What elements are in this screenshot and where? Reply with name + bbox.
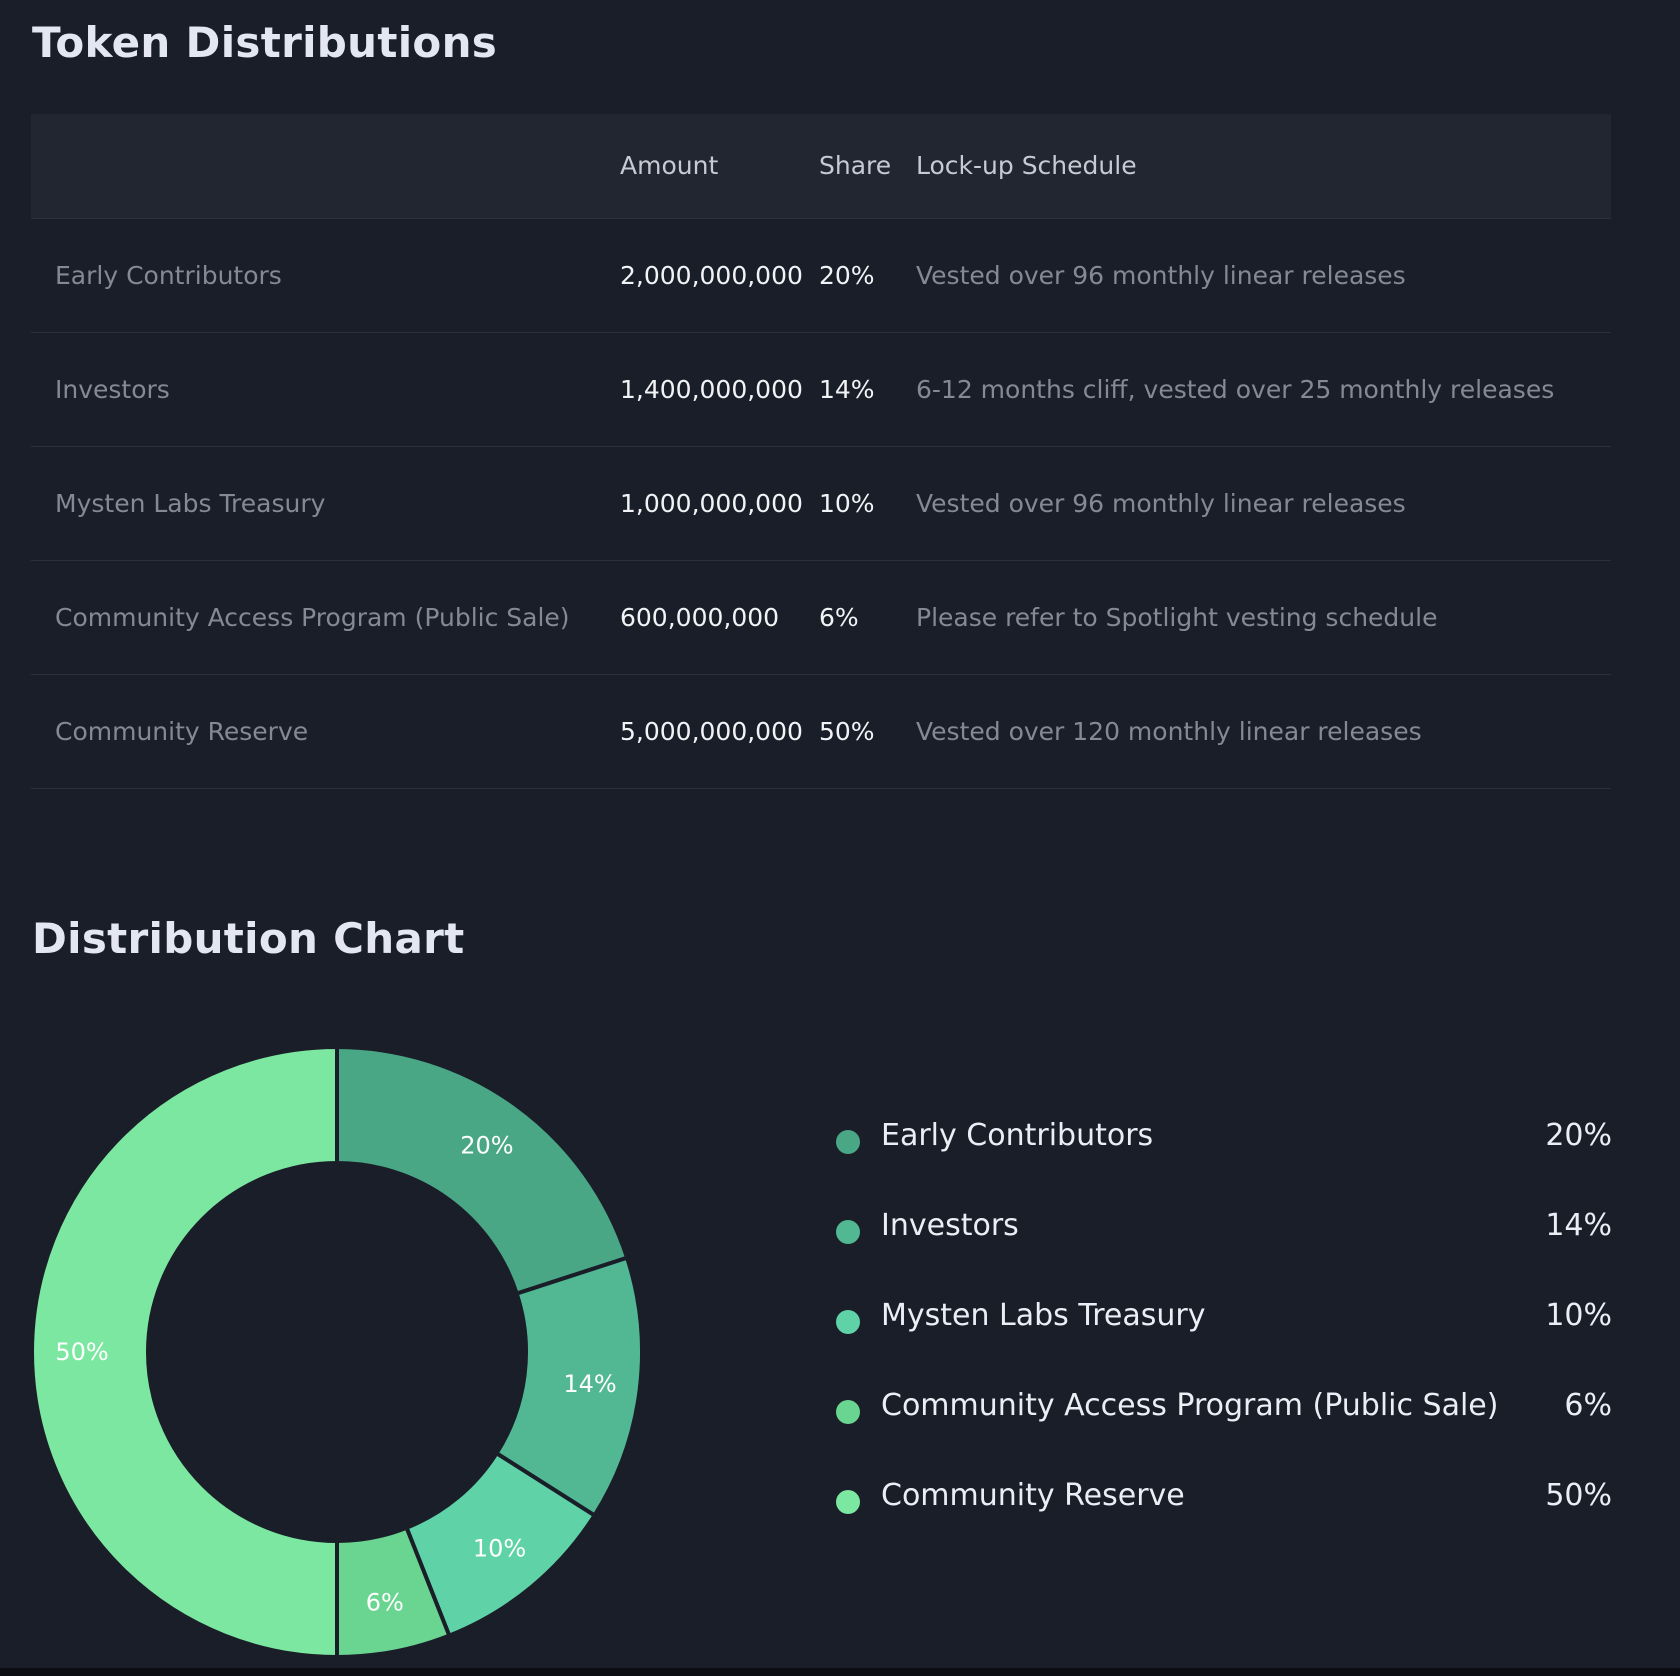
donut-slice-label-2: 14% <box>563 1370 616 1398</box>
table-header-row: Amount Share Lock-up Schedule <box>31 114 1611 218</box>
legend-dot <box>836 1400 860 1424</box>
row-amount: 600,000,000 <box>596 559 795 674</box>
bottom-border <box>0 1668 1680 1676</box>
header-share: Share <box>819 151 892 181</box>
row-share: 14% <box>795 331 892 446</box>
legend-item: Community Reserve 50% <box>834 1478 1612 1568</box>
row-name: Investors <box>31 331 596 446</box>
table-header: Amount Share Lock-up Schedule <box>31 114 1611 218</box>
distribution-table: Amount Share Lock-up Schedule Early Cont… <box>31 114 1611 789</box>
header-amount: Amount <box>620 151 719 181</box>
donut-slice-label-1: 20% <box>460 1132 513 1160</box>
row-schedule: Vested over 120 monthly linear releases <box>892 673 1611 789</box>
legend-value: 6% <box>1564 1388 1612 1423</box>
donut-slice-label-5: 50% <box>55 1338 108 1366</box>
row-share: 50% <box>795 673 892 789</box>
legend-value: 20% <box>1545 1118 1612 1153</box>
legend-item: Mysten Labs Treasury 10% <box>834 1298 1612 1388</box>
legend-value: 14% <box>1545 1208 1612 1243</box>
table-body: Early Contributors 2,000,000,000 20% Ves… <box>31 217 1611 789</box>
donut-slice-label-4: 6% <box>366 1588 404 1616</box>
row-share: 6% <box>795 559 892 674</box>
legend-dot <box>836 1490 860 1514</box>
donut-chart: 20% 14% 10% 6% 50% <box>30 1044 644 1660</box>
row-schedule: 6-12 months cliff, vested over 25 monthl… <box>892 331 1611 446</box>
row-share: 20% <box>795 217 892 332</box>
chart-legend: Early Contributors 20% Investors 14% Mys… <box>834 1118 1612 1568</box>
row-name: Community Reserve <box>31 673 596 789</box>
row-amount: 1,000,000,000 <box>596 445 803 560</box>
row-schedule: Please refer to Spotlight vesting schedu… <box>892 559 1611 674</box>
table-row: Early Contributors 2,000,000,000 20% Ves… <box>31 217 1611 332</box>
legend-item: Early Contributors 20% <box>834 1118 1612 1208</box>
row-amount: 1,400,000,000 <box>596 331 803 446</box>
legend-dot <box>836 1310 860 1334</box>
legend-label: Investors <box>881 1208 1019 1243</box>
table-row: Investors 1,400,000,000 14% 6-12 months … <box>31 331 1611 446</box>
legend-value: 10% <box>1545 1298 1612 1333</box>
legend-label: Mysten Labs Treasury <box>881 1298 1206 1333</box>
legend-label: Community Access Program (Public Sale) <box>881 1388 1499 1423</box>
row-share: 10% <box>795 445 892 560</box>
legend-label: Early Contributors <box>881 1118 1154 1153</box>
donut-slice-1 <box>335 1044 630 1297</box>
table-row: Community Access Program (Public Sale) 6… <box>31 559 1611 674</box>
header-lockup-schedule: Lock-up Schedule <box>916 151 1137 181</box>
legend-dot <box>836 1130 860 1154</box>
legend-value: 50% <box>1545 1478 1612 1513</box>
row-schedule: Vested over 96 monthly linear releases <box>892 217 1611 332</box>
row-name: Mysten Labs Treasury <box>31 445 596 560</box>
legend-label: Community Reserve <box>881 1478 1185 1513</box>
row-schedule: Vested over 96 monthly linear releases <box>892 445 1611 560</box>
donut-slice-5 <box>30 1044 339 1660</box>
legend-dot <box>836 1220 860 1244</box>
donut-labels: 20% 14% 10% 6% 50% <box>55 1132 616 1617</box>
row-name: Community Access Program (Public Sale) <box>31 559 596 674</box>
table-row: Community Reserve 5,000,000,000 50% Vest… <box>31 673 1611 789</box>
row-name: Early Contributors <box>31 217 596 332</box>
legend-item: Community Access Program (Public Sale) 6… <box>834 1388 1612 1478</box>
legend-item: Investors 14% <box>834 1208 1612 1298</box>
table-row: Mysten Labs Treasury 1,000,000,000 10% V… <box>31 445 1611 560</box>
row-amount: 2,000,000,000 <box>596 217 803 332</box>
row-amount: 5,000,000,000 <box>596 673 803 789</box>
donut-slice-label-3: 10% <box>473 1534 526 1562</box>
donut-slices <box>30 1044 644 1660</box>
distribution-chart-title: Distribution Chart <box>32 914 465 963</box>
header-name <box>31 114 596 218</box>
token-distributions-title: Token Distributions <box>32 18 498 67</box>
